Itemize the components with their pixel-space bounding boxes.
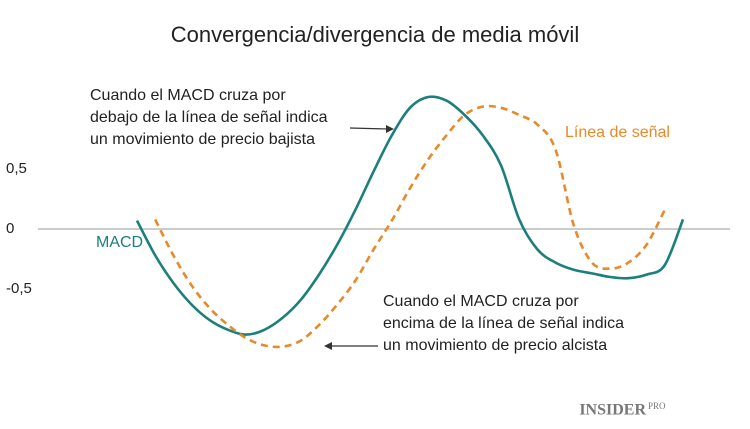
- series-line: [135, 95, 685, 336]
- annotation: un movimiento de precio bajista: [90, 131, 315, 148]
- annotation: encima de la línea de señal indica: [383, 315, 624, 332]
- series-label: Línea de señal: [565, 124, 670, 141]
- brand-name: INSIDER: [579, 402, 646, 419]
- arrow-head: [386, 125, 394, 133]
- arrow-head: [324, 342, 332, 350]
- y-tick-label: 0,5: [6, 160, 27, 177]
- annotation: Cuando el MACD cruza por: [383, 293, 579, 310]
- brand-suffix: PRO: [648, 401, 666, 411]
- annotation: Cuando el MACD cruza por: [90, 87, 286, 104]
- arrow-line: [349, 127, 389, 130]
- series-line: [154, 104, 666, 349]
- y-tick-label: -0,5: [6, 280, 32, 297]
- chart-title: Convergencia/divergencia de media móvil: [171, 22, 579, 47]
- series-label: MACD: [96, 234, 143, 251]
- y-tick-label: 0: [6, 220, 14, 237]
- annotation: un movimiento de precio alcista: [383, 337, 607, 354]
- arrows: [324, 125, 394, 350]
- annotation: debajo de la línea de señal indica: [90, 109, 328, 126]
